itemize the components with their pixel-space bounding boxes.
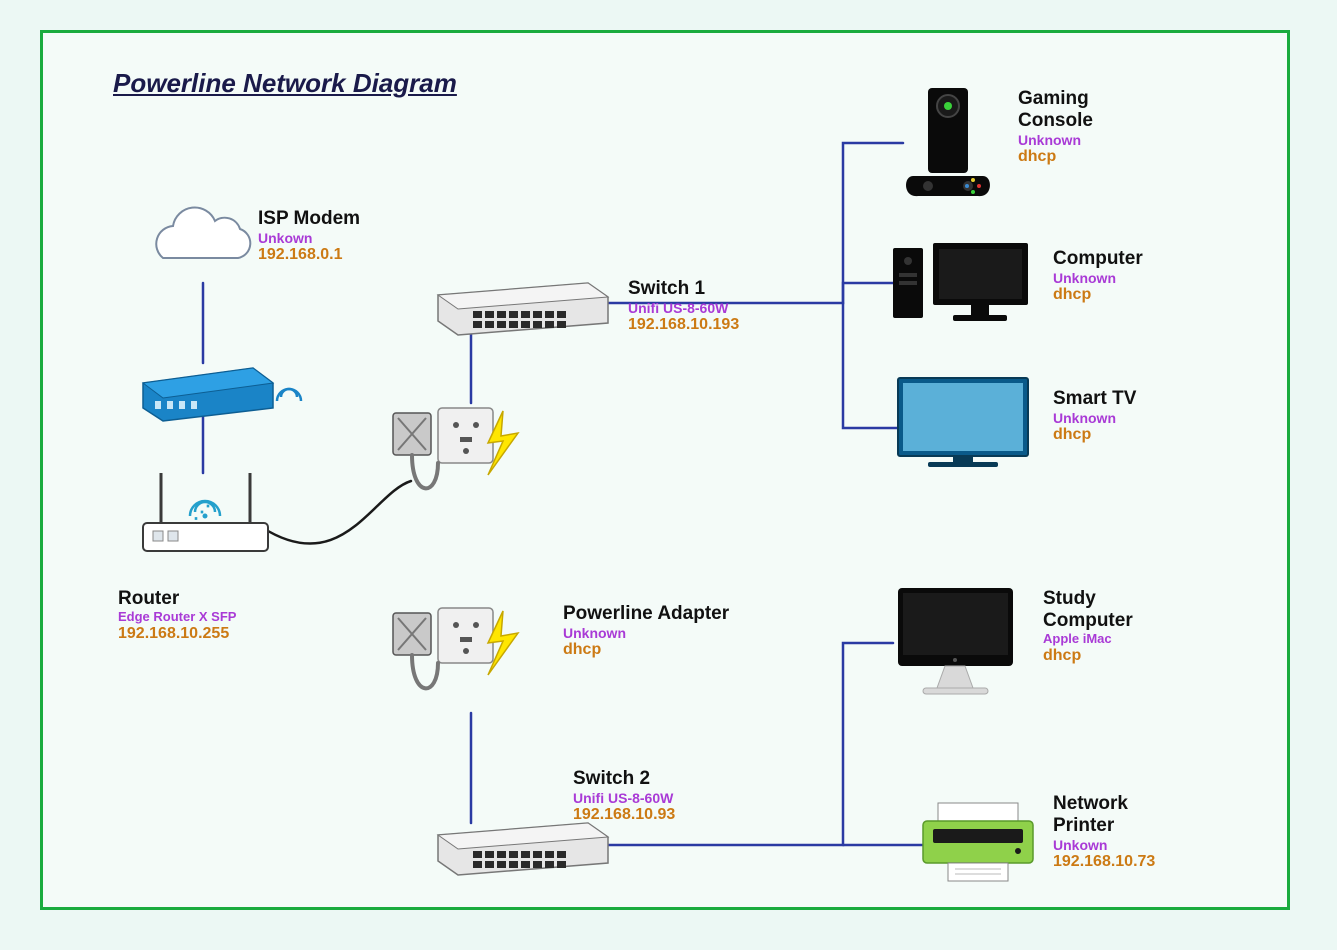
edge-switch1 [843, 303, 898, 428]
router-label-title: Router [118, 588, 236, 610]
plug2-label-sub: Unknown [563, 625, 729, 641]
imac-label-ip: dhcp [1043, 647, 1133, 665]
diagram-title: Powerline Network Diagram [113, 68, 457, 99]
pc-label-title: Computer [1053, 248, 1143, 270]
imac-label: StudyComputerApple iMacdhcp [1043, 588, 1133, 665]
switch1-label: Switch 1Unifi US-8-60W192.168.10.193 [628, 278, 739, 334]
plug2-label: Powerline AdapterUnknowndhcp [563, 603, 729, 659]
switch2-label-ip: 192.168.10.93 [573, 806, 675, 824]
tv-label-title: Smart TV [1053, 388, 1136, 410]
imac-icon [898, 588, 1013, 694]
switch2-icon [438, 823, 608, 875]
console-label-sub: Unknown [1018, 132, 1093, 148]
router-label: RouterEdge Router X SFP192.168.10.255 [118, 588, 236, 643]
console-icon [906, 88, 990, 196]
switch2-label: Switch 2Unifi US-8-60W192.168.10.93 [573, 768, 675, 824]
modem-label-title: ISP Modem [258, 208, 360, 230]
console-label: GamingConsoleUnknowndhcp [1018, 88, 1093, 166]
tv-label-ip: dhcp [1053, 426, 1136, 444]
switch2-label-title: Switch 2 [573, 768, 675, 790]
plug2-label-title: Powerline Adapter [563, 603, 729, 625]
router-label-ip: 192.168.10.255 [118, 625, 236, 643]
printer-icon [923, 803, 1033, 881]
switch1-label-sub: Unifi US-8-60W [628, 300, 739, 316]
router-label-sub: Edge Router X SFP [118, 610, 236, 625]
console-label-ip: dhcp [1018, 148, 1093, 166]
tv-label: Smart TVUnknowndhcp [1053, 388, 1136, 444]
edge-router [263, 481, 411, 544]
plug2-label-ip: dhcp [563, 641, 729, 659]
modem-icon [143, 368, 301, 421]
plug1-icon [393, 408, 518, 488]
modem-label-sub: Unkown [258, 230, 360, 246]
printer-label-title: NetworkPrinter [1053, 793, 1155, 837]
switch1-label-ip: 192.168.10.193 [628, 316, 739, 334]
console-label-title: GamingConsole [1018, 88, 1093, 132]
printer-label-ip: 192.168.10.73 [1053, 853, 1155, 871]
edge-switch1 [843, 283, 893, 303]
switch1-icon [438, 283, 608, 335]
modem-label-ip: 192.168.0.1 [258, 246, 360, 264]
tv-label-sub: Unknown [1053, 410, 1136, 426]
cloud-icon [156, 208, 250, 258]
pc-label-sub: Unknown [1053, 270, 1143, 286]
pc-label-ip: dhcp [1053, 286, 1143, 304]
modem-label: ISP ModemUnkown192.168.0.1 [258, 208, 360, 264]
pc-icon [893, 243, 1028, 321]
router-icon [143, 473, 268, 551]
printer-label: NetworkPrinterUnkown192.168.10.73 [1053, 793, 1155, 871]
printer-label-sub: Unkown [1053, 837, 1155, 853]
plug2-icon [393, 608, 518, 688]
switch1-label-title: Switch 1 [628, 278, 739, 300]
imac-label-sub: Apple iMac [1043, 632, 1133, 647]
switch2-label-sub: Unifi US-8-60W [573, 790, 675, 806]
pc-label: ComputerUnknowndhcp [1053, 248, 1143, 304]
imac-label-title: StudyComputer [1043, 588, 1133, 632]
diagram-frame: Powerline Network Diagram [40, 30, 1290, 910]
tv-icon [898, 378, 1028, 467]
